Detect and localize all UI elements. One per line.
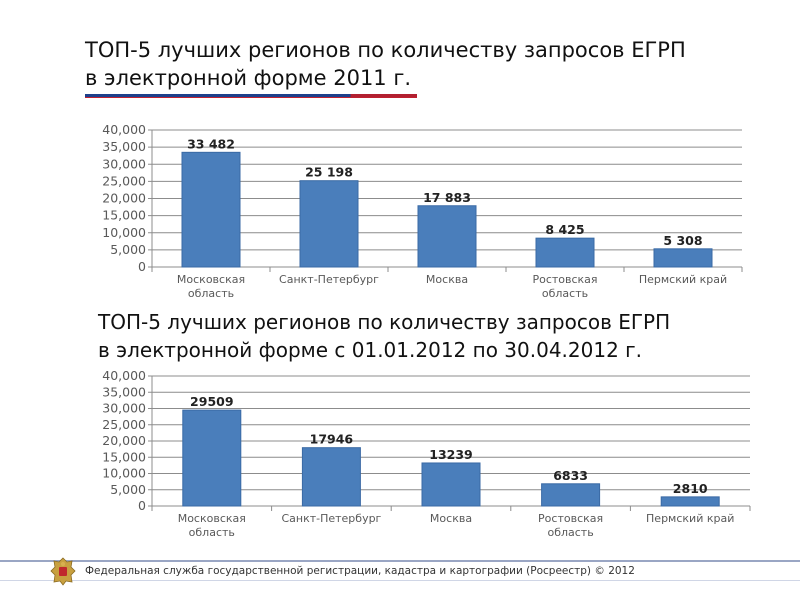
bar bbox=[182, 409, 242, 507]
x-category-label: Московская bbox=[178, 512, 246, 525]
x-category-label: Ростовская bbox=[532, 273, 597, 286]
data-label: 2810 bbox=[673, 481, 708, 496]
y-tick-label: 25,000 bbox=[102, 417, 146, 432]
x-category-label: область bbox=[542, 287, 588, 300]
y-tick-label: 5,000 bbox=[110, 482, 146, 497]
y-tick-label: 10,000 bbox=[102, 466, 146, 481]
x-category-label: Санкт-Петербург bbox=[281, 512, 381, 525]
x-category-label: Санкт-Петербург bbox=[279, 273, 379, 286]
bar bbox=[181, 151, 241, 268]
bar bbox=[301, 447, 361, 507]
bar bbox=[421, 462, 481, 507]
y-tick-label: 35,000 bbox=[102, 139, 146, 154]
y-tick-label: 20,000 bbox=[102, 191, 146, 206]
y-tick-label: 35,000 bbox=[102, 384, 146, 399]
second-title-line-1: ТОП-5 лучших регионов по количеству запр… bbox=[98, 310, 671, 334]
footer-divider-thin bbox=[0, 580, 800, 581]
footer-divider bbox=[0, 560, 800, 562]
footer-text: Федеральная служба государственной регис… bbox=[85, 565, 635, 577]
y-tick-label: 20,000 bbox=[102, 433, 146, 448]
second-chart-title: ТОП-5 лучших регионов по количеству запр… bbox=[98, 308, 670, 364]
bar bbox=[299, 180, 359, 268]
x-category-label: Пермский край bbox=[646, 512, 734, 525]
x-category-label: Ростовская bbox=[538, 512, 603, 525]
data-label: 25 198 bbox=[305, 165, 353, 180]
y-tick-label: 0 bbox=[138, 498, 146, 513]
x-category-label: область bbox=[188, 287, 234, 300]
bar bbox=[653, 248, 713, 268]
data-label: 13239 bbox=[429, 447, 473, 462]
x-category-label: область bbox=[547, 526, 593, 539]
title-line-1: ТОП-5 лучших регионов по количеству запр… bbox=[85, 38, 686, 62]
y-tick-label: 5,000 bbox=[110, 242, 146, 257]
y-tick-label: 15,000 bbox=[102, 449, 146, 464]
x-category-label: Москва bbox=[430, 512, 472, 525]
data-label: 6833 bbox=[553, 468, 588, 483]
y-tick-label: 10,000 bbox=[102, 225, 146, 240]
data-label: 5 308 bbox=[663, 233, 702, 248]
bar bbox=[541, 483, 601, 507]
y-tick-label: 30,000 bbox=[102, 401, 146, 416]
title-underline-accent bbox=[85, 97, 417, 98]
y-tick-label: 15,000 bbox=[102, 208, 146, 223]
x-category-label: Московская bbox=[177, 273, 245, 286]
slide-title: ТОП-5 лучших регионов по количеству запр… bbox=[85, 36, 686, 92]
data-label: 33 482 bbox=[187, 136, 235, 151]
y-tick-label: 40,000 bbox=[102, 368, 146, 383]
y-tick-label: 0 bbox=[138, 259, 146, 274]
x-category-label: Пермский край bbox=[639, 273, 727, 286]
title-line-2: в электронной форме 2011 г. bbox=[85, 66, 412, 90]
bar bbox=[535, 237, 595, 268]
title-underline bbox=[85, 94, 417, 97]
rosreestr-emblem-icon bbox=[50, 557, 76, 586]
x-category-label: область bbox=[189, 526, 235, 539]
data-label: 8 425 bbox=[545, 222, 584, 237]
y-tick-label: 40,000 bbox=[102, 122, 146, 137]
x-category-label: Москва bbox=[426, 273, 468, 286]
chart-2011: 0 5,000 10,000 15,000 20,000 25,000 30,000 35,0… bbox=[102, 122, 743, 300]
data-label: 17 883 bbox=[423, 190, 471, 205]
second-title-line-2: в электронной форме с 01.01.2012 по 30.0… bbox=[98, 338, 643, 362]
y-tick-label: 30,000 bbox=[102, 156, 146, 171]
bar bbox=[660, 496, 720, 507]
y-tick-label: 25,000 bbox=[102, 173, 146, 188]
bar bbox=[417, 205, 477, 268]
data-label: 29509 bbox=[190, 394, 234, 409]
data-label: 17946 bbox=[310, 432, 354, 447]
